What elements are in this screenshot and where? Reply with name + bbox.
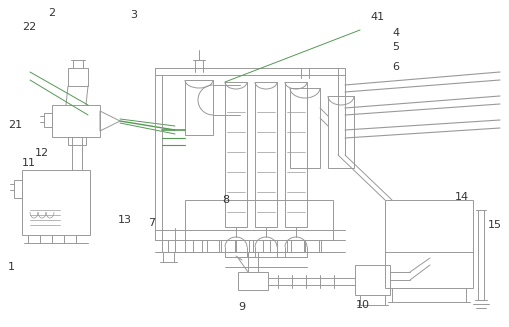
- Bar: [254, 82, 276, 227]
- Text: 21: 21: [8, 120, 22, 130]
- Text: 13: 13: [118, 215, 132, 225]
- Bar: [68, 68, 88, 86]
- Text: 3: 3: [130, 10, 137, 20]
- Bar: [354, 265, 389, 295]
- Bar: [285, 82, 306, 227]
- Text: 14: 14: [454, 192, 468, 202]
- Bar: [327, 96, 353, 168]
- Bar: [14, 180, 22, 198]
- Text: 9: 9: [238, 302, 245, 312]
- Text: 8: 8: [221, 195, 229, 205]
- Bar: [290, 88, 319, 168]
- Bar: [224, 82, 246, 227]
- Text: 22: 22: [22, 22, 36, 32]
- Text: 7: 7: [148, 218, 155, 228]
- Bar: [52, 105, 100, 137]
- Text: 12: 12: [35, 148, 49, 158]
- Bar: [44, 113, 52, 127]
- Bar: [22, 170, 90, 235]
- Bar: [68, 137, 86, 145]
- Text: 15: 15: [487, 220, 501, 230]
- Bar: [185, 200, 332, 240]
- Text: 5: 5: [391, 42, 398, 52]
- Text: 1: 1: [8, 262, 15, 272]
- Text: 2: 2: [48, 8, 55, 18]
- Bar: [185, 80, 213, 135]
- Text: 11: 11: [22, 158, 36, 168]
- Text: 41: 41: [369, 12, 383, 22]
- Text: 6: 6: [391, 62, 398, 72]
- Bar: [238, 272, 267, 290]
- Text: 4: 4: [391, 28, 399, 38]
- Bar: [384, 200, 472, 288]
- Text: 10: 10: [355, 300, 369, 310]
